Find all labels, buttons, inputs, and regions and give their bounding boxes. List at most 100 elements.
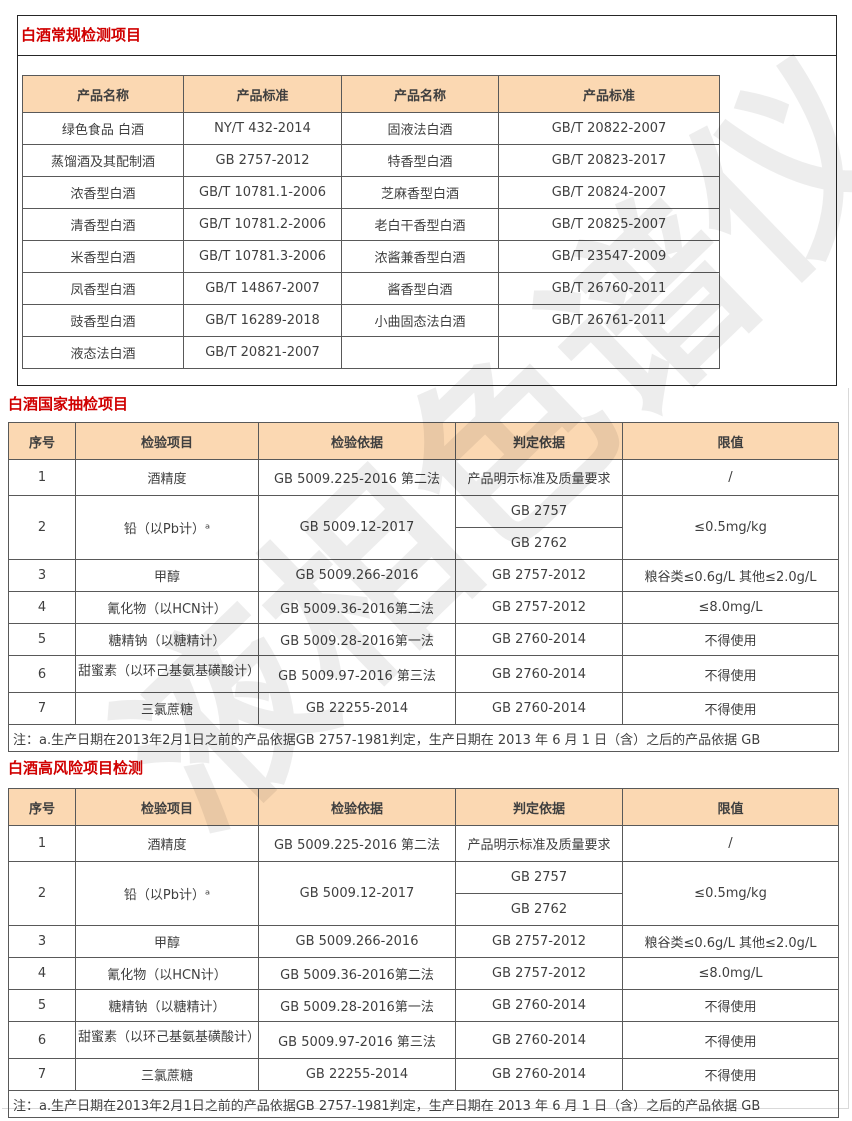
table-row: 清香型白酒 GB/T 10781.2-2006 老白干香型白酒 GB/T 208…	[22, 208, 720, 241]
table-cell: 浓香型白酒	[22, 176, 184, 209]
cell-limit: /	[622, 825, 839, 862]
cell-limit: /	[622, 459, 839, 496]
cell-method: GB 5009.97-2016 第三法	[258, 655, 456, 693]
cell-basis: GB 2760-2014	[455, 655, 623, 693]
cell-limit: 不得使用	[622, 655, 839, 693]
cell-basis-split: GB 2757 GB 2762	[455, 495, 623, 560]
cell-basis-top: GB 2757	[510, 870, 568, 885]
table-cell	[341, 336, 499, 369]
cell-basis: GB 2760-2014	[455, 989, 623, 1022]
table-cell: GB 2757-2012	[183, 144, 342, 177]
table-note: 注：a.生产日期在2013年2月1日之前的产品依据GB 2757-1981判定，…	[8, 1090, 839, 1118]
column-header-judgement-basis: 判定依据	[455, 422, 623, 460]
section-title-high-risk: 白酒高风险项目检测	[8, 759, 144, 777]
cell-item: 三氯蔗糖	[75, 1058, 259, 1091]
column-header-no: 序号	[8, 422, 76, 460]
cell-no: 4	[8, 957, 76, 990]
cell-basis: 产品明示标准及质量要求	[455, 825, 623, 862]
cell-no: 5	[8, 989, 76, 1022]
table-cell: GB/T 20821-2007	[183, 336, 342, 369]
cell-basis: GB 2757-2012	[455, 591, 623, 624]
cell-limit: 不得使用	[622, 1021, 839, 1059]
table-cell: 液态法白酒	[22, 336, 184, 369]
cell-no: 5	[8, 623, 76, 656]
cell-method: GB 5009.266-2016	[258, 559, 456, 592]
column-header-product-name: 产品名称	[22, 75, 184, 113]
cell-basis: GB 2760-2014	[455, 623, 623, 656]
table-row: 1 酒精度 GB 5009.225-2016 第二法 产品明示标准及质量要求 /	[8, 825, 839, 862]
cell-no: 2	[8, 861, 76, 926]
table-cell: GB/T 20822-2007	[498, 112, 720, 145]
table-note: 注：a.生产日期在2013年2月1日之前的产品依据GB 2757-1981判定，…	[8, 724, 839, 752]
routine-items-table: 产品名称 产品标准 产品名称 产品标准 绿色食品 白酒 NY/T 432-201…	[22, 75, 720, 369]
table-header-row: 序号 检验项目 检验依据 判定依据 限值	[8, 788, 839, 826]
cell-no: 7	[8, 692, 76, 725]
table-cell: NY/T 432-2014	[183, 112, 342, 145]
table-row: 3 甲醇 GB 5009.266-2016 GB 2757-2012 粮谷类≤0…	[8, 559, 839, 592]
table-cell: 浓酱兼香型白酒	[341, 240, 499, 273]
table-row: 凤香型白酒 GB/T 14867-2007 酱香型白酒 GB/T 26760-2…	[22, 272, 720, 305]
cell-method: GB 5009.225-2016 第二法	[258, 825, 456, 862]
cell-item-wrapped: 甜蜜素（以环己基氨基磺酸计）	[78, 1030, 256, 1045]
table-row: 米香型白酒 GB/T 10781.3-2006 浓酱兼香型白酒 GB/T 235…	[22, 240, 720, 273]
cell-item: 酒精度	[75, 825, 259, 862]
high-risk-table: 序号 检验项目 检验依据 判定依据 限值 1 酒精度 GB 5009.225-2…	[8, 788, 839, 1118]
table-row: 5 糖精钠（以糖精计） GB 5009.28-2016第一法 GB 2760-2…	[8, 989, 839, 1022]
cell-limit: 不得使用	[622, 692, 839, 725]
cell-item: 氰化物（以HCN计）	[75, 591, 259, 624]
cell-limit: ≤0.5mg/kg	[622, 495, 839, 560]
cell-method: GB 5009.12-2017	[258, 861, 456, 926]
table-cell: GB/T 14867-2007	[183, 272, 342, 305]
table-row: 4 氰化物（以HCN计） GB 5009.36-2016第二法 GB 2757-…	[8, 957, 839, 990]
column-header-test-method: 检验依据	[258, 788, 456, 826]
table-row: 7 三氯蔗糖 GB 22255-2014 GB 2760-2014 不得使用	[8, 1058, 839, 1091]
cell-limit: 粮谷类≤0.6g/L 其他≤2.0g/L	[622, 925, 839, 958]
cell-basis-top: GB 2757	[510, 504, 568, 519]
table-row: 6 甜蜜素（以环己基氨基磺酸计） GB 5009.97-2016 第三法 GB …	[8, 655, 839, 693]
cell-basis: GB 2760-2014	[455, 692, 623, 725]
cell-item: 铅（以Pb计）ᵃ	[75, 495, 259, 560]
column-header-test-method: 检验依据	[258, 422, 456, 460]
cell-limit: 不得使用	[622, 989, 839, 1022]
table-cell: GB/T 10781.1-2006	[183, 176, 342, 209]
column-header-test-item: 检验项目	[75, 788, 259, 826]
cell-method: GB 22255-2014	[258, 1058, 456, 1091]
cell-basis: GB 2757-2012	[455, 925, 623, 958]
table-cell: 固液法白酒	[341, 112, 499, 145]
cell-basis-split: GB 2757 GB 2762	[455, 861, 623, 926]
section-title-routine: 白酒常规检测项目	[18, 16, 836, 56]
table-cell: 老白干香型白酒	[341, 208, 499, 241]
column-header-limit: 限值	[622, 788, 839, 826]
cell-no: 3	[8, 559, 76, 592]
national-sampling-table: 序号 检验项目 检验依据 判定依据 限值 1 酒精度 GB 5009.225-2…	[8, 422, 839, 752]
cell-no: 2	[8, 495, 76, 560]
section-title-national-sampling: 白酒国家抽检项目	[8, 395, 129, 413]
table-row: 浓香型白酒 GB/T 10781.1-2006 芝麻香型白酒 GB/T 2082…	[22, 176, 720, 209]
cell-limit: 粮谷类≤0.6g/L 其他≤2.0g/L	[622, 559, 839, 592]
cell-item: 甜蜜素（以环己基氨基磺酸计）	[75, 655, 259, 693]
cell-item: 氰化物（以HCN计）	[75, 957, 259, 990]
cell-item: 酒精度	[75, 459, 259, 496]
cell-no: 3	[8, 925, 76, 958]
cell-item-wrapped: 甜蜜素（以环己基氨基磺酸计）	[78, 664, 256, 679]
table-row: 4 氰化物（以HCN计） GB 5009.36-2016第二法 GB 2757-…	[8, 591, 839, 624]
table-cell: 小曲固态法白酒	[341, 304, 499, 337]
table-row: 7 三氯蔗糖 GB 22255-2014 GB 2760-2014 不得使用	[8, 692, 839, 725]
note-row: 注：a.生产日期在2013年2月1日之前的产品依据GB 2757-1981判定，…	[8, 724, 839, 752]
cell-method: GB 5009.28-2016第一法	[258, 623, 456, 656]
cell-no: 4	[8, 591, 76, 624]
lower-region: 白酒国家抽检项目 序号 检验项目 检验依据 判定依据 限值 1 酒精度 GB 5…	[2, 388, 849, 1118]
table-cell: 芝麻香型白酒	[341, 176, 499, 209]
table-cell: 凤香型白酒	[22, 272, 184, 305]
table-row: 6 甜蜜素（以环己基氨基磺酸计） GB 5009.97-2016 第三法 GB …	[8, 1021, 839, 1059]
table-cell: 绿色食品 白酒	[22, 112, 184, 145]
cell-method: GB 5009.97-2016 第三法	[258, 1021, 456, 1059]
table-cell: GB/T 10781.2-2006	[183, 208, 342, 241]
cell-method: GB 5009.36-2016第二法	[258, 591, 456, 624]
table-cell: GB/T 20823-2017	[498, 144, 720, 177]
column-header-test-item: 检验项目	[75, 422, 259, 460]
section-routine-box: 白酒常规检测项目 产品名称 产品标准 产品名称 产品标准 绿色食品 白酒 NY/…	[17, 15, 837, 386]
cell-no: 6	[8, 1021, 76, 1059]
cell-item: 甲醇	[75, 925, 259, 958]
table-cell: GB/T 23547-2009	[498, 240, 720, 273]
